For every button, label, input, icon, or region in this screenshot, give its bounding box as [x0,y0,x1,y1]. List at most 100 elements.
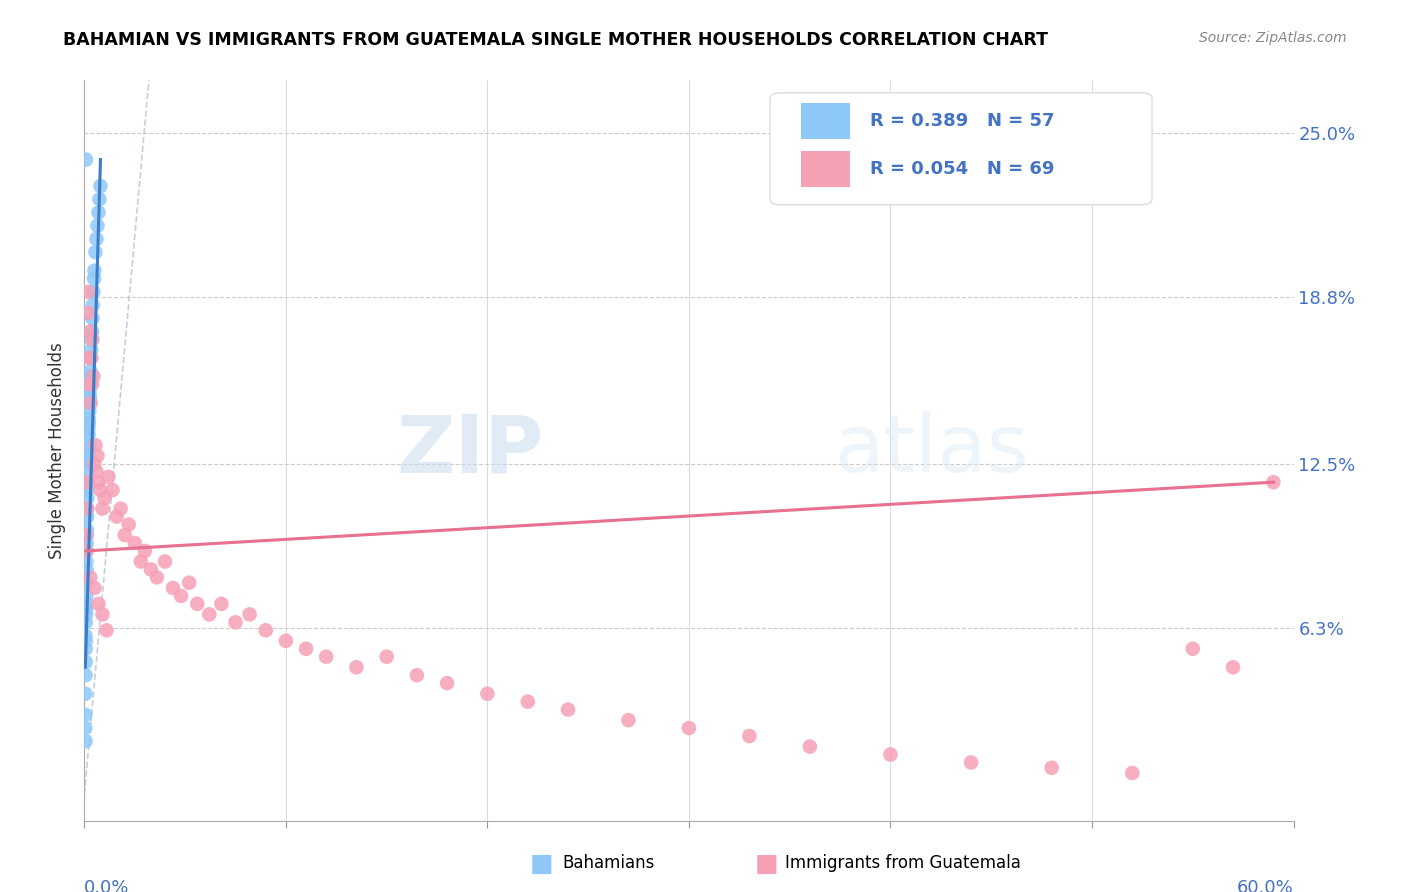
Point [146,570,169,584]
Point [1263,475,1285,490]
Point [75,607,97,622]
Point [79,351,101,365]
Point [77,411,100,425]
Text: ZIP: ZIP [396,411,544,490]
Point [76,544,98,558]
Point [295,641,318,656]
Point [75,555,97,569]
Text: R = 0.389   N = 57: R = 0.389 N = 57 [870,112,1054,130]
Point [75,597,97,611]
Point [80,351,103,365]
Point [557,703,579,717]
Point [82,298,104,312]
Text: R = 0.054   N = 69: R = 0.054 N = 69 [870,161,1054,178]
Point [86,465,108,479]
Point [76,491,98,505]
Point [225,615,247,630]
Point [77,306,100,320]
Point [80,351,103,365]
Point [153,555,176,569]
Point [436,676,458,690]
Point [83,271,105,285]
Point [80,333,103,347]
Point [79,570,101,584]
Point [77,457,100,471]
Bar [801,103,849,139]
Text: Immigrants from Guatemala: Immigrants from Guatemala [785,855,1021,872]
Text: ■: ■ [530,852,553,875]
Point [82,285,104,299]
Point [82,311,104,326]
Point [80,325,103,339]
Point [83,581,105,595]
Point [274,633,297,648]
Point [86,219,108,233]
Point [477,687,499,701]
Point [1040,761,1063,775]
Text: Source: ZipAtlas.com: Source: ZipAtlas.com [1199,31,1347,45]
Point [118,517,141,532]
Text: 0.0%: 0.0% [84,879,129,892]
Point [129,555,152,569]
Point [77,285,100,299]
Point [77,396,100,410]
Point [84,438,107,452]
Point [75,721,97,735]
Point [87,475,110,490]
Point [77,417,100,431]
Point [77,438,100,452]
Point [75,153,97,167]
Point [87,205,110,219]
Point [75,544,97,558]
Point [101,483,124,497]
Point [82,333,104,347]
Point [76,475,98,490]
Point [198,607,221,622]
Point [86,449,108,463]
Point [91,607,114,622]
Point [315,649,337,664]
Point [375,649,398,664]
Point [91,501,114,516]
Point [75,668,97,682]
Point [76,509,98,524]
Point [75,734,97,748]
Point [75,615,97,630]
Point [83,263,105,277]
Point [75,633,97,648]
Point [96,624,118,638]
Point [139,562,162,576]
Point [114,528,136,542]
Point [239,607,262,622]
Y-axis label: Single Mother Households: Single Mother Households [48,343,66,558]
Point [79,325,101,339]
Point [76,501,98,516]
Point [75,641,97,656]
Bar [801,152,849,187]
Point [84,245,107,260]
Point [75,589,97,603]
Point [134,544,156,558]
Point [162,581,184,595]
Point [516,695,538,709]
Point [76,523,98,537]
Point [1181,641,1204,656]
Point [76,536,98,550]
Point [170,589,193,603]
Point [86,232,108,246]
Point [124,536,146,550]
Point [87,597,110,611]
Point [406,668,429,682]
Point [75,575,97,590]
Point [1121,766,1143,780]
Point [77,422,100,436]
Point [76,528,98,542]
Point [75,707,97,722]
Point [75,655,97,669]
Point [83,457,105,471]
Point [80,396,103,410]
Point [79,404,101,418]
Point [105,509,128,524]
Point [209,597,232,611]
Point [93,491,115,505]
